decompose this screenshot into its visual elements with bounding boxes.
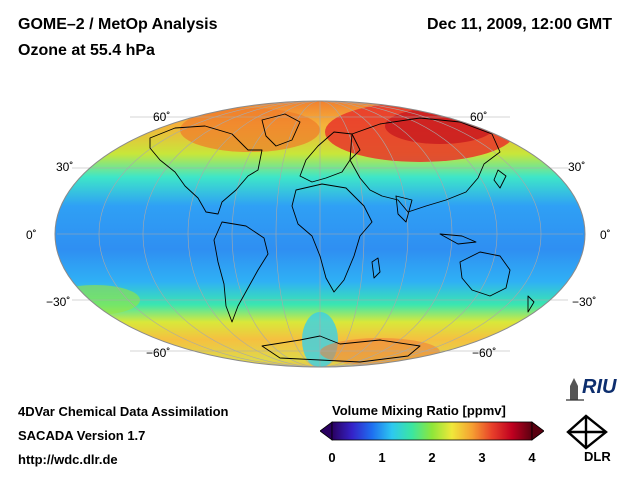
datetime-label: Dec 11, 2009, 12:00 GMT (427, 16, 612, 33)
coastlines (149, 113, 535, 363)
riu-logo-icon (566, 378, 584, 401)
colorbar-tick-label: 3 (478, 450, 486, 465)
india-coast (395, 195, 413, 223)
lat-label-s30-right: −30˚ (572, 295, 597, 309)
antarctica-coast (261, 335, 421, 363)
colorbar-min-arrow (320, 421, 333, 441)
lat-label-s60-right: −60˚ (472, 346, 497, 360)
lat-label-n30-right: 30˚ (568, 160, 586, 174)
map-border (54, 100, 586, 368)
europe-coast (299, 131, 361, 183)
lat-label-n60-left: 60˚ (153, 110, 171, 124)
footer-method: 4DVar Chemical Data Assimilation (18, 404, 229, 419)
australia-coast (459, 251, 511, 297)
colorbar (320, 421, 544, 441)
colorbar-ramp (331, 421, 533, 441)
lat-label-n30-left: 30˚ (56, 160, 74, 174)
footer-url[interactable]: http://wdc.dlr.de (18, 452, 118, 467)
madagascar-coast (371, 257, 381, 279)
colorbar-title: Volume Mixing Ratio [ppmv] (332, 403, 506, 418)
south-america-coast (213, 221, 269, 323)
indonesia-coast (439, 233, 477, 245)
colorbar-max-arrow (531, 421, 544, 441)
lat-label-s30-left: −30˚ (46, 295, 71, 309)
ozone-map (54, 100, 586, 368)
new-zealand-coast (527, 295, 535, 313)
lat-label-eq-left: 0˚ (26, 228, 37, 242)
colorbar-tick-label: 1 (378, 450, 386, 465)
riu-logo-text: RIU (582, 376, 617, 398)
dlr-logo-icon (566, 414, 608, 450)
colorbar-tick-label: 0 (328, 450, 336, 465)
africa-coast (291, 183, 373, 293)
title-line1: GOME–2 / MetOp Analysis (18, 16, 218, 33)
asia-coast (349, 117, 501, 213)
title-line2: Ozone at 55.4 hPa (18, 42, 155, 59)
colorbar-tick-label: 2 (428, 450, 436, 465)
greenland-coast (261, 113, 301, 147)
lat-label-eq-right: 0˚ (600, 228, 611, 242)
dlr-logo-text: DLR (584, 449, 611, 464)
colorbar-tick-label: 4 (528, 450, 536, 465)
lat-label-s60-left: −60˚ (146, 346, 171, 360)
footer-version: SACADA Version 1.7 (18, 428, 146, 443)
japan-coast (493, 169, 507, 189)
north-america-coast (149, 125, 263, 215)
lat-label-n60-right: 60˚ (470, 110, 488, 124)
